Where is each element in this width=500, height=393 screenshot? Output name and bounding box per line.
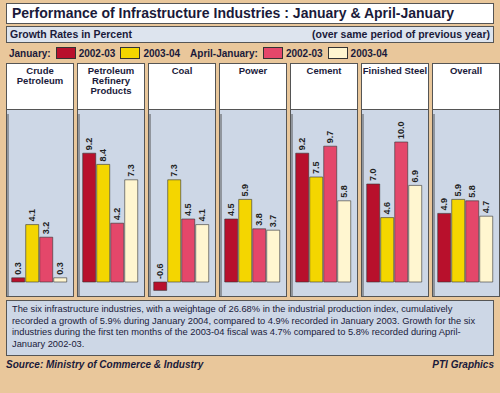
- html-text:Power: Power: [238, 65, 268, 76]
- html-text:PTI Graphics: PTI Graphics: [432, 359, 494, 370]
- svg-text:5.8: 5.8: [467, 185, 477, 198]
- svg-text:4.5: 4.5: [226, 203, 236, 216]
- svg-text:10.0: 10.0: [396, 121, 406, 139]
- svg-text:4.7: 4.7: [481, 201, 491, 214]
- html-text:The six infrastructure industr: The six infrastructure industries, with …: [12, 304, 475, 349]
- html-text:Petroleum Refinery Products: Petroleum Refinery Products: [87, 65, 135, 96]
- svg-text:5.9: 5.9: [453, 184, 463, 197]
- svg-text:7.5: 7.5: [311, 161, 321, 174]
- svg-text:4.9: 4.9: [439, 198, 449, 211]
- svg-text:4.6: 4.6: [382, 202, 392, 215]
- svg-text:6.9: 6.9: [410, 170, 420, 183]
- svg-text:3.8: 3.8: [254, 213, 264, 226]
- svg-text:9.7: 9.7: [325, 131, 335, 144]
- svg-text:7.3: 7.3: [169, 164, 179, 177]
- svg-text:0.3: 0.3: [13, 262, 23, 275]
- svg-text:9.2: 9.2: [84, 138, 94, 151]
- html-text:Finished Steel: Finished Steel: [362, 65, 428, 76]
- svg-text:8.4: 8.4: [98, 149, 108, 162]
- svg-text:5.9: 5.9: [240, 184, 250, 197]
- html-text:2003-04: 2003-04: [350, 47, 388, 59]
- html-text:2003-04: 2003-04: [143, 47, 181, 59]
- svg-text:4.2: 4.2: [112, 208, 122, 221]
- html-text:Crude Petroleum: Crude Petroleum: [16, 65, 64, 86]
- svg-text:7.0: 7.0: [368, 168, 378, 181]
- svg-text:4.1: 4.1: [197, 209, 207, 222]
- html-text:Source: Ministry of Commerce &: Source: Ministry of Commerce & Industry: [6, 359, 204, 370]
- html-text:Growth Rates in Percent: Growth Rates in Percent: [10, 28, 132, 40]
- html-text:April-January:: April-January:: [190, 47, 258, 59]
- svg-text:4.1: 4.1: [27, 209, 37, 222]
- html-text:2002-03: 2002-03: [285, 47, 323, 59]
- svg-text:0.3: 0.3: [55, 262, 65, 275]
- svg-text:-0.6: -0.6: [155, 263, 165, 279]
- html-text:Performance of Infrastructure: Performance of Infrastructure Industries…: [12, 5, 455, 21]
- svg-text:9.2: 9.2: [297, 138, 307, 151]
- html-text:January:: January:: [9, 47, 51, 59]
- html-text:(over same period of previous: (over same period of previous year): [312, 28, 490, 40]
- html-text:Coal: Coal: [171, 65, 193, 76]
- svg-text:5.8: 5.8: [339, 185, 349, 198]
- svg-text:3.7: 3.7: [268, 215, 278, 228]
- svg-text:4.5: 4.5: [183, 203, 193, 216]
- svg-text:7.3: 7.3: [126, 164, 136, 177]
- svg-text:3.2: 3.2: [41, 222, 51, 235]
- html-text:Overall: Overall: [449, 65, 483, 76]
- html-text:Cement: Cement: [306, 65, 342, 76]
- html-text:2002-03: 2002-03: [78, 47, 116, 59]
